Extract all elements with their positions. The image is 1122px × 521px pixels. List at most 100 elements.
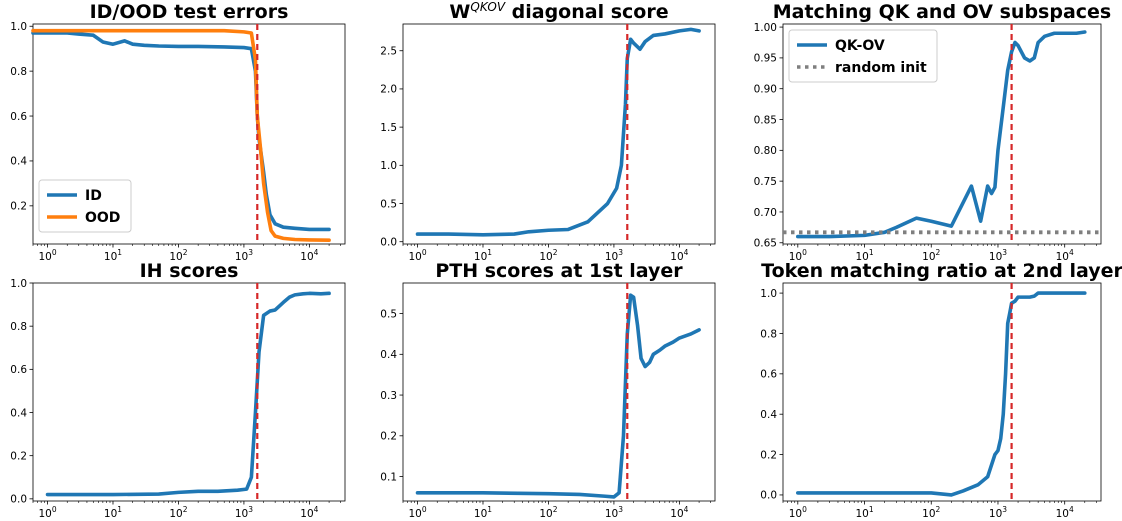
x-tick-exponent: 1 <box>117 248 122 257</box>
x-tick-exponent: 3 <box>618 248 623 257</box>
x-tick-label: 100 <box>408 505 426 520</box>
y-tick-label: 1.0 <box>380 160 397 172</box>
x-tick-label: 102 <box>169 505 187 520</box>
x-tick-base: 10 <box>38 251 51 263</box>
x-tick-exponent: 1 <box>869 505 874 514</box>
chart-title-rest: diagonal score <box>505 1 669 23</box>
y-tick-label: 0.4 <box>380 349 397 361</box>
x-tick-exponent: 4 <box>1069 505 1074 514</box>
chart-title-text: IH scores <box>140 260 239 282</box>
legend-label: random init <box>835 60 927 76</box>
x-tick-base: 10 <box>38 508 51 520</box>
x-tick-label: 101 <box>104 248 122 263</box>
chart-title: IH scores <box>140 260 239 282</box>
x-tick-exponent: 2 <box>553 248 558 257</box>
series-line-main <box>795 291 1087 497</box>
y-tick-label: 0.3 <box>380 390 397 402</box>
x-tick-base: 10 <box>605 251 618 263</box>
x-tick-exponent: 0 <box>422 505 427 514</box>
series-line-main <box>415 293 701 499</box>
x-tick-label: 102 <box>169 248 187 263</box>
chart-title-text: Token matching ratio at 2nd layer <box>761 260 1122 282</box>
y-tick-label: 0.2 <box>10 201 27 213</box>
x-tick-label: 102 <box>922 505 940 520</box>
chart-panel-3: Matching QK and OV subspaces 0.65 0.70 0.75… <box>754 1 1112 263</box>
plot-frame <box>32 282 346 502</box>
x-tick-label: 104 <box>670 505 688 520</box>
y-tick-label: 0.8 <box>760 328 777 340</box>
x-tick-label: 104 <box>670 248 688 263</box>
y-tick-label: 0.4 <box>10 156 27 168</box>
x-tick-base: 10 <box>104 251 117 263</box>
x-tick-label: 104 <box>1056 505 1074 520</box>
plot-frame <box>32 23 346 245</box>
x-tick-base: 10 <box>235 508 248 520</box>
x-tick-exponent: 3 <box>1002 248 1007 257</box>
y-tick-label: 0.80 <box>754 145 777 157</box>
y-tick-label: 0.4 <box>760 409 777 421</box>
x-tick-exponent: 3 <box>618 505 623 514</box>
x-tick-base: 10 <box>474 251 487 263</box>
x-tick-label: 104 <box>300 505 318 520</box>
x-tick-base: 10 <box>539 508 552 520</box>
y-tick-label: 0.6 <box>760 369 777 381</box>
x-tick-exponent: 0 <box>422 248 427 257</box>
y-tick-label: 0.2 <box>760 449 777 461</box>
y-tick-label: 0.0 <box>380 237 397 249</box>
plot-frame <box>402 23 716 245</box>
x-tick-label: 101 <box>474 248 492 263</box>
x-tick-base: 10 <box>235 251 248 263</box>
y-tick-label: 1.00 <box>754 22 777 34</box>
x-tick-exponent: 2 <box>183 505 188 514</box>
x-tick-base: 10 <box>605 508 618 520</box>
legend-box <box>788 29 938 83</box>
legend-label: ID <box>85 188 102 204</box>
y-tick-label: 0.5 <box>380 198 397 210</box>
y-tick-label: 0.4 <box>10 407 27 419</box>
chart-panel-2: WQKOV diagonal score0.00.51.01.52.02.510… <box>380 0 716 263</box>
x-tick-exponent: 2 <box>553 505 558 514</box>
chart-title: ID/OOD test errors <box>90 1 289 23</box>
series-line-ood <box>31 28 331 242</box>
series-line-qk-ov <box>795 30 1087 239</box>
series-line-main <box>45 291 331 497</box>
x-tick-base: 10 <box>300 508 313 520</box>
series-line-id <box>31 31 331 232</box>
x-tick-base: 10 <box>104 508 117 520</box>
x-tick-label: 101 <box>855 505 873 520</box>
y-tick-label: 0.90 <box>754 84 777 96</box>
y-tick-label: 0.6 <box>10 111 27 123</box>
y-tick-label: 0.70 <box>754 207 777 219</box>
x-tick-label: 103 <box>235 248 253 263</box>
plot-frame <box>782 282 1102 502</box>
chart-title-text: Matching QK and OV subspaces <box>773 1 1112 23</box>
x-tick-label: 102 <box>539 248 557 263</box>
x-tick-base: 10 <box>855 251 868 263</box>
x-tick-base: 10 <box>169 508 182 520</box>
y-tick-label: 0.6 <box>10 364 27 376</box>
x-tick-label: 100 <box>38 505 56 520</box>
y-tick-label: 0.75 <box>754 176 777 188</box>
x-tick-base: 10 <box>1056 251 1069 263</box>
x-tick-exponent: 1 <box>869 248 874 257</box>
x-tick-base: 10 <box>789 508 802 520</box>
chart-title-text: PTH scores at 1st layer <box>435 260 683 282</box>
x-tick-label: 100 <box>789 248 807 263</box>
y-tick-label: 0.8 <box>10 321 27 333</box>
legend: ID OOD <box>38 179 132 233</box>
x-tick-exponent: 3 <box>248 248 253 257</box>
x-tick-base: 10 <box>300 251 313 263</box>
y-tick-label: 0.0 <box>10 494 27 506</box>
chart-title-superscript: QKOV <box>470 0 505 14</box>
x-tick-exponent: 3 <box>1002 505 1007 514</box>
y-tick-label: 0.5 <box>380 308 397 320</box>
plot-frame <box>402 282 716 502</box>
legend-box <box>38 179 132 233</box>
x-tick-label: 103 <box>605 248 623 263</box>
x-tick-exponent: 4 <box>684 248 689 257</box>
x-tick-exponent: 2 <box>936 505 941 514</box>
x-tick-label: 103 <box>605 505 623 520</box>
x-tick-label: 100 <box>38 248 56 263</box>
legend-label: QK-OV <box>835 38 885 54</box>
x-tick-label: 101 <box>104 505 122 520</box>
